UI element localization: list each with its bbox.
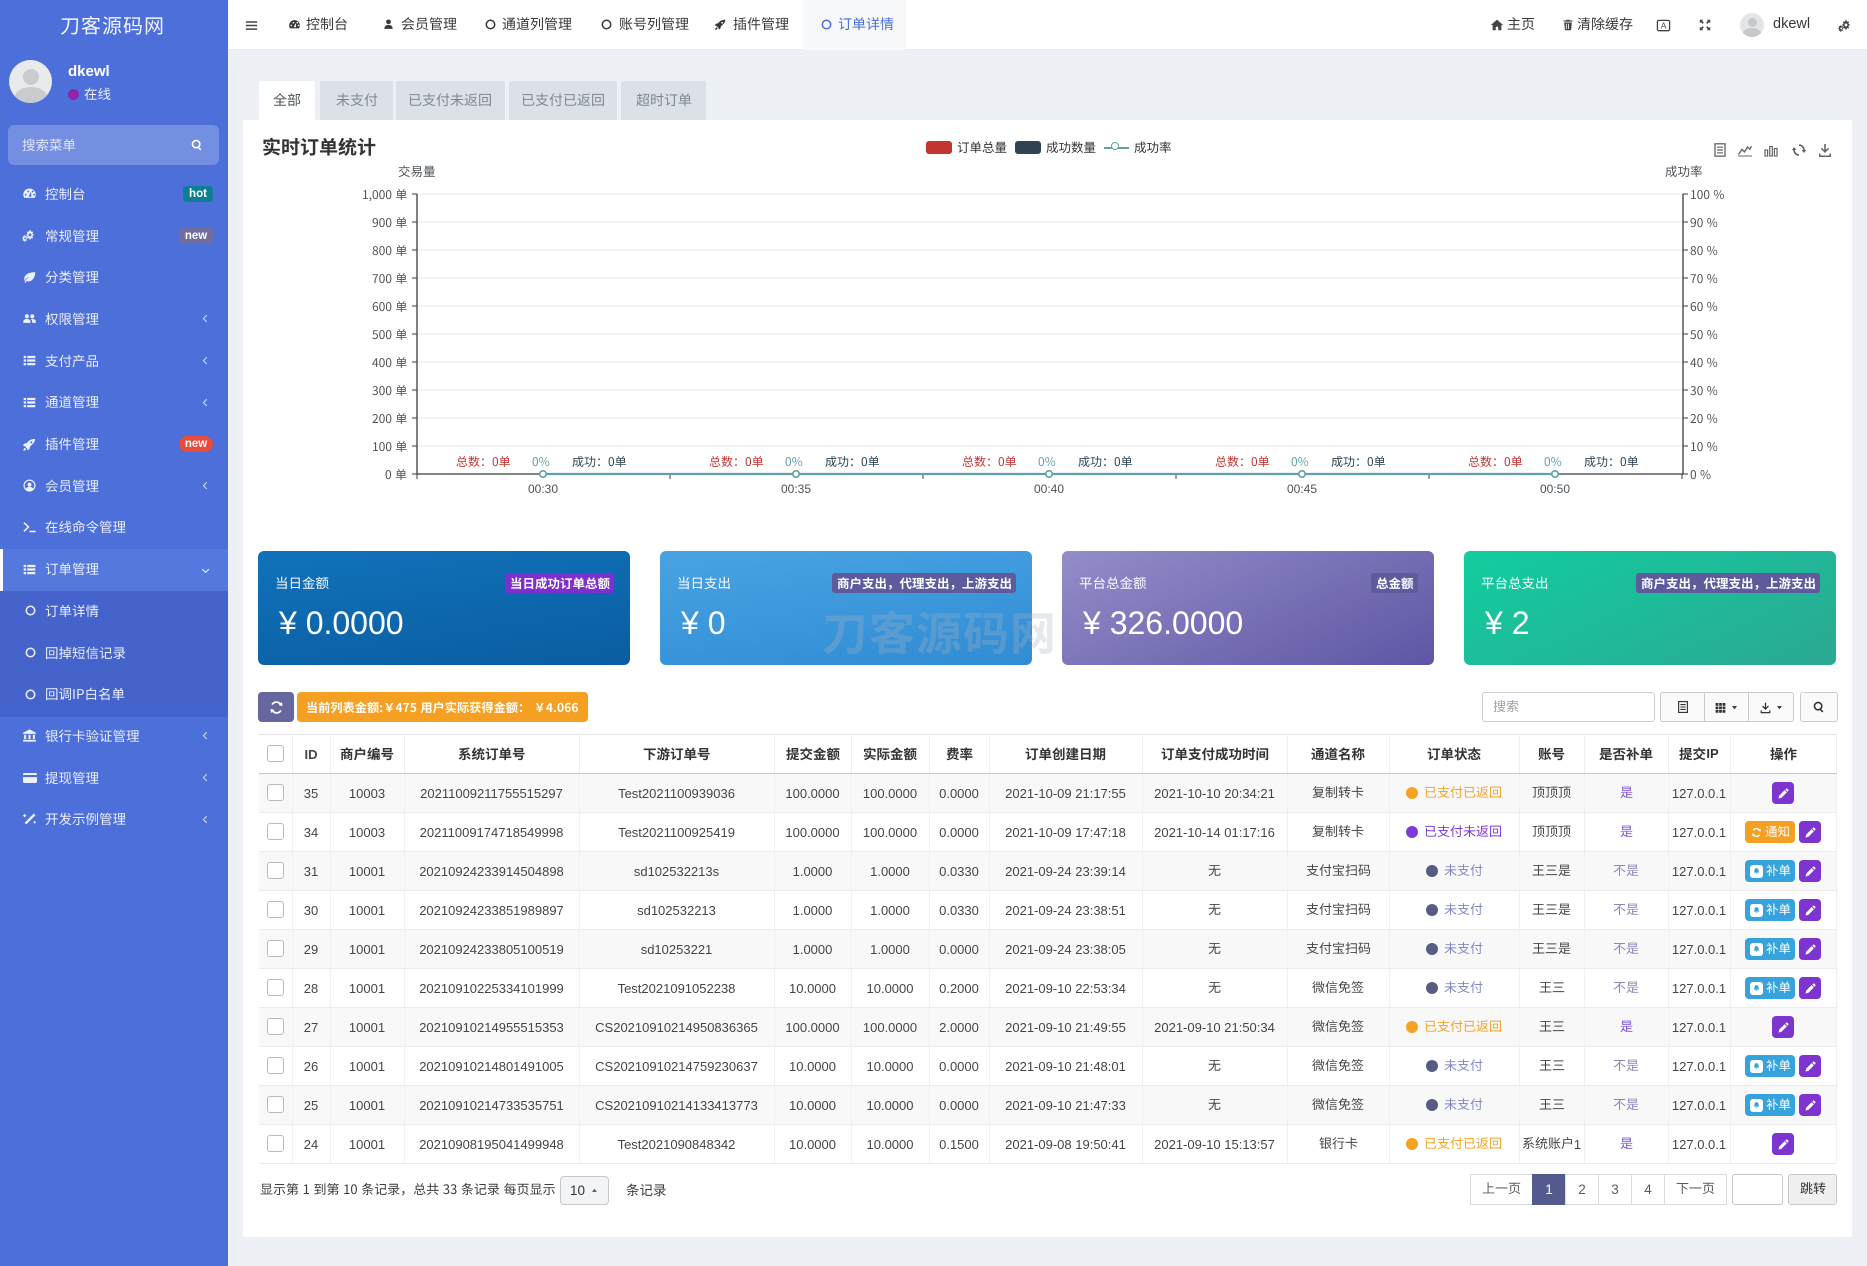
svg-text:A: A — [1661, 21, 1667, 31]
